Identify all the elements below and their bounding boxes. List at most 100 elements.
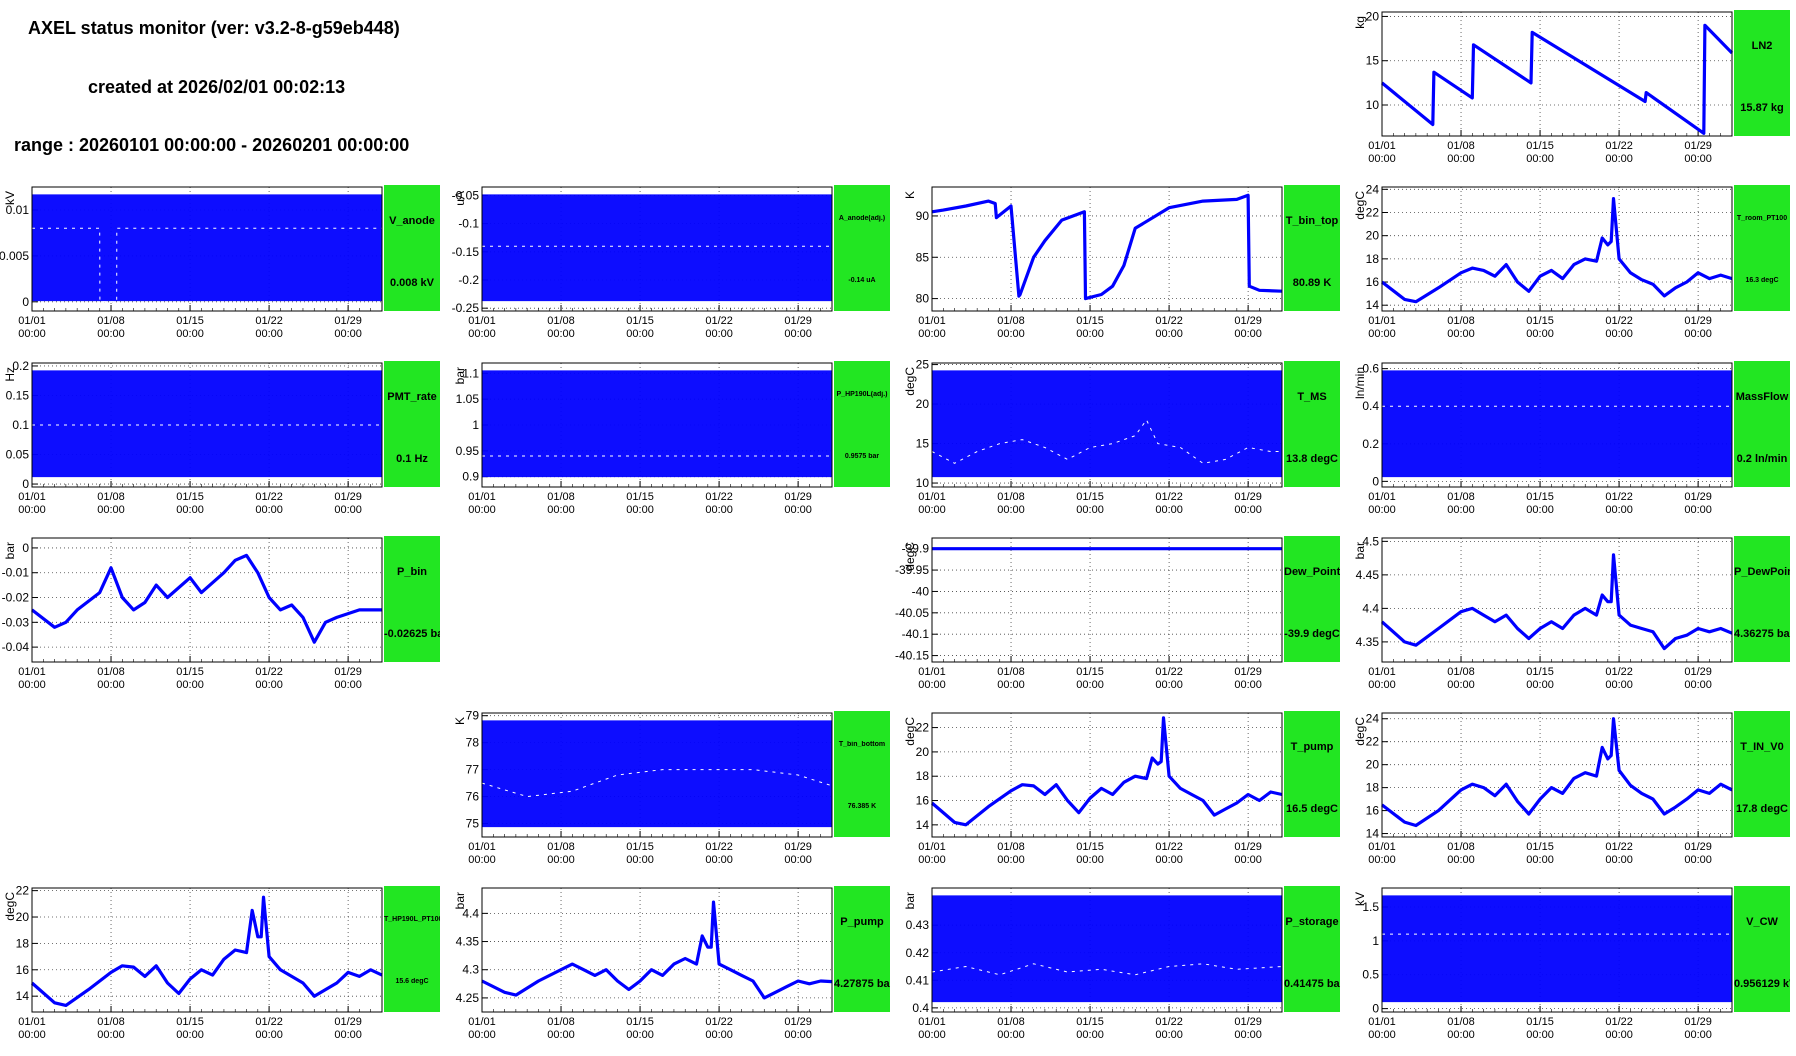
status-value: 15.6 degC xyxy=(395,978,429,985)
x-tick-label-time: 00:00 xyxy=(1234,328,1262,340)
y-axis-label: uA xyxy=(453,191,467,206)
plot-frame-edge xyxy=(481,362,833,488)
y-tick-label: 0.43 xyxy=(906,918,930,932)
y-tick-label: 18 xyxy=(916,769,930,783)
x-tick-label-date: 01/22 xyxy=(255,666,283,678)
y-tick-label: -39.9 xyxy=(902,542,930,556)
y-tick-label: 0.2 xyxy=(12,359,29,373)
x-tick-label-time: 00:00 xyxy=(918,328,946,340)
x-tick-label-date: 01/01 xyxy=(1368,841,1396,853)
y-tick-label: 15 xyxy=(916,437,930,451)
x-tick-label-date: 01/22 xyxy=(255,1016,283,1028)
x-tick-label-date: 01/01 xyxy=(1368,666,1396,678)
plot-frame-edge xyxy=(931,362,1283,488)
y-axis-label: kV xyxy=(1353,892,1367,906)
x-tick-label-date: 01/15 xyxy=(176,1016,204,1028)
x-tick-label-date: 01/22 xyxy=(1155,491,1183,503)
x-tick-label-date: 01/15 xyxy=(626,491,654,503)
x-tick-label-time: 00:00 xyxy=(1526,153,1554,165)
x-tick-label-date: 01/08 xyxy=(1447,841,1475,853)
series-band xyxy=(482,370,832,478)
x-tick-label-date: 01/29 xyxy=(1684,315,1712,327)
chart-v-anode: 0 0.005 0.01 01/01 00:00 01/08 00:00 01/15 00:00… xyxy=(0,183,445,355)
x-tick-label-date: 01/01 xyxy=(18,491,46,503)
y-tick-label: -0.05 xyxy=(452,188,480,202)
x-tick-label-date: 01/29 xyxy=(1234,666,1262,678)
x-tick-label-time: 00:00 xyxy=(18,1029,46,1041)
plot-frame-edge xyxy=(1381,362,1733,488)
x-tick-label-time: 00:00 xyxy=(547,504,575,516)
x-tick-label-time: 00:00 xyxy=(1155,854,1183,866)
x-tick-label-time: 00:00 xyxy=(97,1029,125,1041)
y-tick-label: 20 xyxy=(1366,758,1380,772)
x-tick-label-date: 01/01 xyxy=(18,666,46,678)
chart-svg: -0.25-0.2-0.15-0.1-0.0501/0100:0001/0800… xyxy=(452,186,833,340)
x-tick-label-date: 01/08 xyxy=(547,1016,575,1028)
x-tick-label-time: 00:00 xyxy=(255,328,283,340)
x-tick-label-time: 00:00 xyxy=(1076,679,1104,691)
y-axis-label: kg xyxy=(1353,16,1367,29)
x-tick-label-time: 00:00 xyxy=(255,504,283,516)
status-value: 0.41475 bar xyxy=(1284,978,1340,990)
plot-frame xyxy=(1381,537,1733,663)
x-tick-label-date: 01/08 xyxy=(1447,1016,1475,1028)
y-tick-label: 78 xyxy=(466,736,480,750)
x-tick-label-date: 01/15 xyxy=(1076,1016,1104,1028)
chart-t-hp190l-pt100: 14 16 18 20 22 01/01 00:00 01/08 00:00 01/15 00:00… xyxy=(0,884,445,1056)
x-tick-label-time: 00:00 xyxy=(1447,153,1475,165)
x-tick-label-time: 00:00 xyxy=(1368,854,1396,866)
status-name: V_anode xyxy=(389,215,435,227)
status-box: MassFlow 0.2 ln/min xyxy=(1734,361,1790,487)
x-tick-label-time: 00:00 xyxy=(1447,854,1475,866)
x-tick-label-date: 01/29 xyxy=(334,491,362,503)
plot-frame xyxy=(481,887,833,1013)
chart-svg: 00.0050.0101/0100:0001/0800:0001/1500:00… xyxy=(0,186,383,340)
x-tick-label-date: 01/22 xyxy=(705,315,733,327)
x-tick-label-date: 01/22 xyxy=(705,1016,733,1028)
x-tick-label-date: 01/29 xyxy=(784,1016,812,1028)
x-tick-label-time: 00:00 xyxy=(1368,1029,1396,1041)
x-tick-label-date: 01/08 xyxy=(1447,666,1475,678)
x-tick-label-time: 00:00 xyxy=(1447,679,1475,691)
y-axis-label: bar xyxy=(453,892,467,909)
x-tick-label-time: 00:00 xyxy=(705,504,733,516)
x-tick-label-time: 00:00 xyxy=(1076,328,1104,340)
chart-t-bin-top: 80 85 90 01/01 00:00 01/08 00:00 01/15 00:00 01/2… xyxy=(900,183,1345,355)
chart-svg: -40.15-40.1-40.05-40-39.95-39.901/0100:0… xyxy=(895,537,1283,691)
series-line xyxy=(32,227,382,303)
x-tick-label-time: 00:00 xyxy=(1684,679,1712,691)
status-value: 80.89 K xyxy=(1292,277,1332,289)
y-tick-label: 24 xyxy=(1366,182,1380,196)
chart-svg: 0.40.410.420.4301/0100:0001/0800:0001/15… xyxy=(903,887,1283,1041)
chart-svg: 4.254.34.354.401/0100:0001/0800:0001/150… xyxy=(453,887,833,1041)
x-tick-label-time: 00:00 xyxy=(1605,328,1633,340)
plot-frame-edge xyxy=(481,887,833,1013)
y-tick-label: 0.5 xyxy=(1362,968,1379,982)
x-tick-label-date: 01/22 xyxy=(1155,1016,1183,1028)
status-value: -39.9 degC xyxy=(1284,628,1340,640)
x-tick-label-time: 00:00 xyxy=(547,328,575,340)
status-name: T_IN_V0 xyxy=(1740,741,1784,753)
x-tick-label-date: 01/15 xyxy=(1076,315,1104,327)
x-tick-label-time: 00:00 xyxy=(18,679,46,691)
x-tick-label-date: 01/15 xyxy=(626,841,654,853)
x-tick-label-time: 00:00 xyxy=(18,328,46,340)
y-tick-label: 1.05 xyxy=(456,392,480,406)
x-tick-label-date: 01/29 xyxy=(1234,1016,1262,1028)
x-tick-label-date: 01/08 xyxy=(997,666,1025,678)
status-box: T_bin_top 80.89 K xyxy=(1284,185,1340,311)
x-tick-label-time: 00:00 xyxy=(334,1029,362,1041)
status-name: PMT_rate xyxy=(387,391,437,403)
y-tick-label: 0.41 xyxy=(906,973,930,987)
x-tick-label-date: 01/08 xyxy=(997,841,1025,853)
plot-frame-edge xyxy=(931,537,1283,663)
plot-frame xyxy=(931,712,1283,838)
chart-p-pump: 4.25 4.3 4.35 4.4 01/01 00:00 01/08 00:00 01/15 0… xyxy=(450,884,895,1056)
x-tick-label-date: 01/08 xyxy=(997,315,1025,327)
x-tick-label-time: 00:00 xyxy=(997,328,1025,340)
chart-t-bin-bottom: 75 76 77 78 79 01/01 00:00 01/08 00:00 01/15 00:00… xyxy=(450,709,895,881)
x-tick-label-date: 01/01 xyxy=(918,841,946,853)
y-tick-label: 20 xyxy=(916,397,930,411)
status-box: V_CW 0.956129 kV xyxy=(1734,886,1790,1012)
chart-svg: 00.511.501/0100:0001/0800:0001/1500:0001… xyxy=(1353,887,1733,1041)
